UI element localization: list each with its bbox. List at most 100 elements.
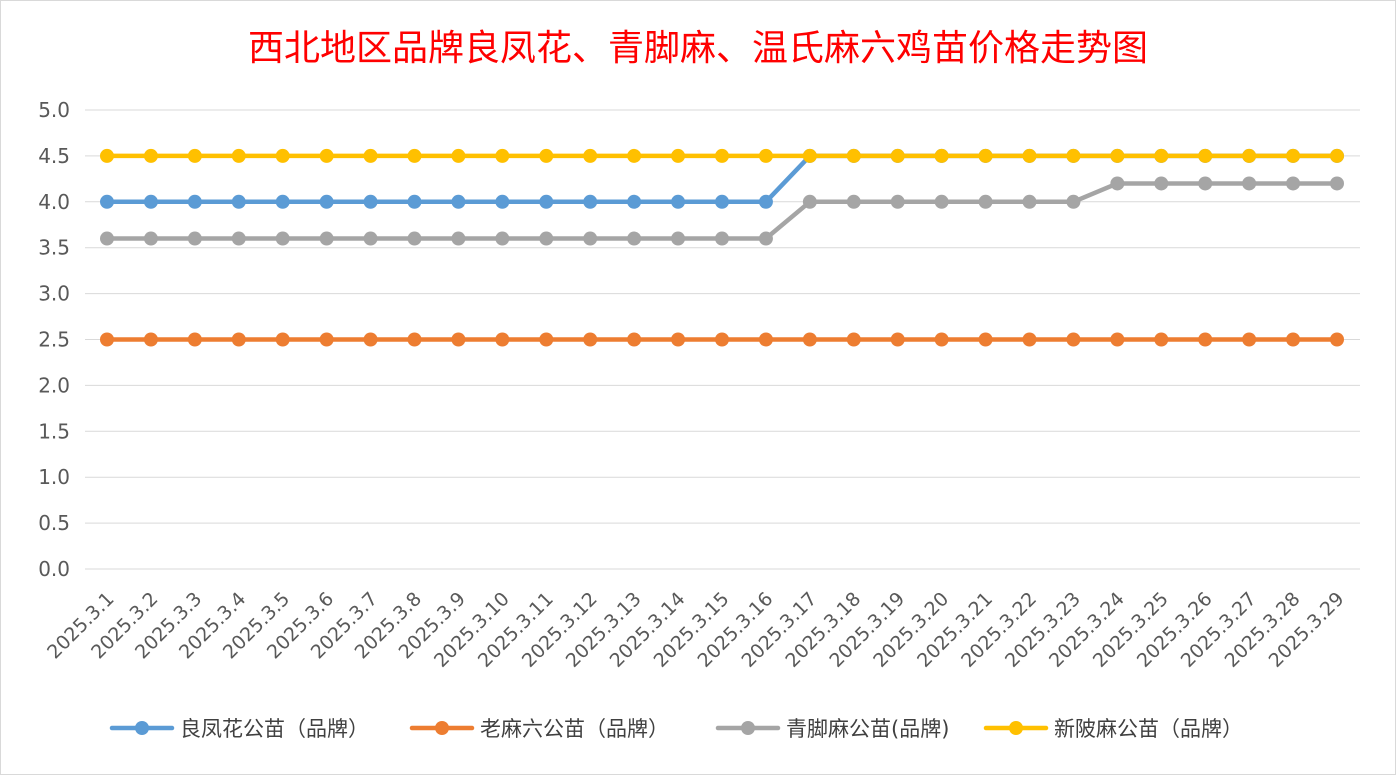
data-point xyxy=(890,148,905,163)
legend-label: 新陂麻公苗（品牌） xyxy=(1054,717,1243,741)
data-point xyxy=(890,332,905,347)
data-point xyxy=(143,231,158,246)
legend-label: 良凤花公苗（品牌） xyxy=(180,717,369,741)
data-point xyxy=(1110,332,1125,347)
y-tick-label: 3.5 xyxy=(38,236,70,260)
data-point xyxy=(407,332,422,347)
data-point xyxy=(671,231,686,246)
data-point xyxy=(715,231,729,246)
data-point xyxy=(715,194,729,209)
legend-item: 良凤花公苗（品牌） xyxy=(109,717,369,741)
legend-item: 新陂麻公苗（品牌） xyxy=(983,717,1243,741)
data-point xyxy=(671,332,686,347)
data-point xyxy=(363,231,378,246)
data-point xyxy=(495,332,510,347)
data-point xyxy=(407,231,422,246)
data-point xyxy=(846,194,861,209)
data-point xyxy=(1154,176,1169,191)
data-point xyxy=(1022,332,1037,347)
data-point xyxy=(978,332,993,347)
data-point xyxy=(187,231,202,246)
data-point xyxy=(1286,176,1301,191)
data-point xyxy=(627,332,642,347)
data-point xyxy=(1198,148,1213,163)
y-tick-label: 4.5 xyxy=(38,144,70,168)
data-point xyxy=(583,231,598,246)
data-point xyxy=(495,231,510,246)
legend-swatch-marker xyxy=(741,721,755,735)
data-point xyxy=(231,332,246,347)
data-point xyxy=(758,332,773,347)
data-point xyxy=(363,148,378,163)
data-point xyxy=(715,148,729,163)
data-point xyxy=(846,148,861,163)
data-point xyxy=(978,194,993,209)
data-point xyxy=(319,332,334,347)
data-point xyxy=(802,332,817,347)
data-point xyxy=(275,194,290,209)
data-point xyxy=(1330,332,1344,347)
legend-label: 青脚麻公苗(品牌) xyxy=(786,717,949,741)
data-point xyxy=(583,332,598,347)
data-point xyxy=(407,194,422,209)
y-tick-label: 0.5 xyxy=(38,511,70,535)
data-point xyxy=(802,148,817,163)
data-point xyxy=(1110,176,1125,191)
legend-item: 青脚麻公苗(品牌) xyxy=(715,717,949,741)
data-point xyxy=(802,194,817,209)
data-point xyxy=(451,231,466,246)
data-point xyxy=(100,231,114,246)
data-point xyxy=(1066,148,1081,163)
x-axis: 2025.3.12025.3.22025.3.32025.3.42025.3.5… xyxy=(43,588,1348,672)
data-point xyxy=(671,148,686,163)
data-point xyxy=(934,148,949,163)
data-point xyxy=(890,194,905,209)
data-point xyxy=(275,231,290,246)
data-point xyxy=(187,332,202,347)
y-tick-label: 1.5 xyxy=(38,419,70,443)
legend-item: 老麻六公苗（品牌） xyxy=(409,717,669,741)
data-point xyxy=(539,148,554,163)
data-point xyxy=(627,194,642,209)
y-axis: 0.0 0.5 1.0 1.5 2.0 2.5 3.0 3.5 4.0 4.5 5.0 xyxy=(38,98,70,581)
data-point xyxy=(846,332,861,347)
data-point xyxy=(1154,148,1169,163)
data-point xyxy=(627,148,642,163)
data-point xyxy=(143,194,158,209)
data-point xyxy=(1066,332,1081,347)
data-point xyxy=(627,231,642,246)
data-point xyxy=(363,194,378,209)
y-tick-label: 3.0 xyxy=(38,282,70,306)
data-point xyxy=(495,148,510,163)
data-point xyxy=(231,194,246,209)
data-point xyxy=(1286,332,1301,347)
data-point xyxy=(1198,176,1213,191)
data-point xyxy=(758,231,773,246)
series-line xyxy=(104,181,1340,241)
legend: 良凤花公苗（品牌） 老麻六公苗（品牌） 青脚麻公苗(品牌) 新陂麻公苗（品牌） xyxy=(109,717,1243,741)
data-point xyxy=(407,148,422,163)
data-point xyxy=(1286,148,1301,163)
data-point xyxy=(143,148,158,163)
data-point xyxy=(1022,194,1037,209)
data-point xyxy=(1022,148,1037,163)
data-point xyxy=(100,332,114,347)
data-point xyxy=(539,231,554,246)
y-tick-label: 1.0 xyxy=(38,465,70,489)
data-point xyxy=(978,148,993,163)
chart-title: 西北地区品牌良凤花、青脚麻、温氏麻六鸡苗价格走势图 xyxy=(248,28,1148,69)
series-group xyxy=(100,332,1344,347)
data-point xyxy=(319,148,334,163)
legend-swatch-marker xyxy=(135,721,149,735)
data-point xyxy=(1198,332,1213,347)
data-point xyxy=(363,332,378,347)
y-tick-label: 2.0 xyxy=(38,373,70,397)
data-point xyxy=(275,148,290,163)
data-point xyxy=(231,148,246,163)
data-point xyxy=(671,194,686,209)
data-point xyxy=(319,231,334,246)
data-point xyxy=(100,148,114,163)
y-tick-label: 4.0 xyxy=(38,190,70,214)
data-point xyxy=(451,194,466,209)
